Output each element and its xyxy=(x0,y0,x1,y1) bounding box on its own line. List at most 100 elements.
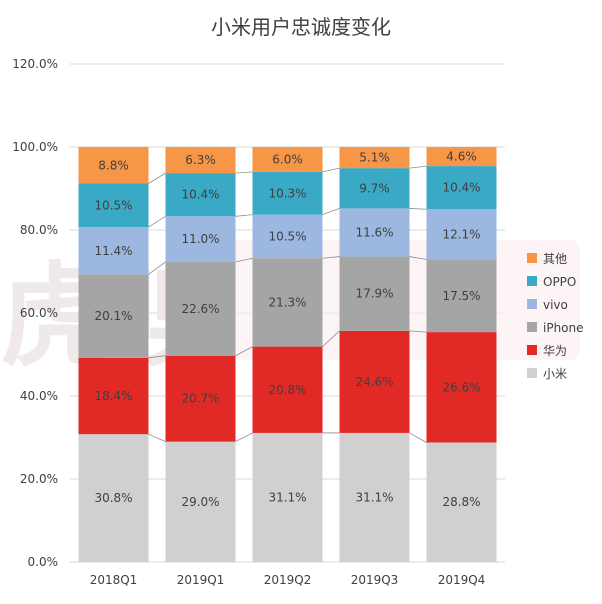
bar-segment xyxy=(426,166,497,210)
data-label: 31.1% xyxy=(355,490,393,504)
bar-segment xyxy=(426,147,497,167)
x-tick-label: 2018Q1 xyxy=(90,573,138,587)
data-labels: 30.8% 18.4% 20.1% 11.4% 10.5% 8.8% 29.0% 20.7% 2… xyxy=(94,150,480,510)
data-label: 11.4% xyxy=(94,244,132,258)
legend-swatch xyxy=(527,368,537,378)
bar-segment xyxy=(339,330,410,433)
connector-line xyxy=(148,355,166,359)
connector-line xyxy=(409,432,427,443)
data-label: 9.7% xyxy=(359,181,390,195)
connector-line xyxy=(148,172,166,184)
connector-line xyxy=(235,257,253,263)
connector-line xyxy=(235,214,253,217)
bar-segment xyxy=(252,171,323,215)
data-label: 11.0% xyxy=(181,232,219,246)
data-label: 30.8% xyxy=(94,491,132,505)
axis-labels: 0.0% 20.0% 40.0% 60.0% 80.0% 100.0% 120.0% 2018… xyxy=(12,57,485,587)
legend-label: iPhone xyxy=(543,321,584,335)
data-label: 4.6% xyxy=(446,150,477,164)
bar-segment xyxy=(165,147,236,174)
bar-segment xyxy=(426,259,497,333)
bar-segment xyxy=(78,147,149,184)
data-label: 10.5% xyxy=(268,229,306,243)
connector-line xyxy=(322,167,340,173)
data-label: 26.6% xyxy=(442,380,480,394)
x-tick-label: 2019Q4 xyxy=(438,573,486,587)
data-label: 28.8% xyxy=(442,495,480,509)
legend-label: 华为 xyxy=(543,344,567,358)
bar-segment xyxy=(339,147,410,169)
bar-segment xyxy=(252,258,323,347)
bar-segment xyxy=(426,442,497,562)
x-tick-label: 2019Q3 xyxy=(351,573,399,587)
data-label: 12.1% xyxy=(442,227,480,241)
y-tick-label: 120.0% xyxy=(12,57,58,71)
bar-segment xyxy=(165,261,236,356)
connector-line xyxy=(409,330,427,333)
bar-segment xyxy=(78,357,149,435)
bar-segment xyxy=(339,208,410,257)
connector-line xyxy=(409,165,427,169)
legend-swatch xyxy=(527,253,537,263)
data-label: 10.4% xyxy=(442,181,480,195)
connector-line xyxy=(409,208,427,210)
data-label: 20.7% xyxy=(181,392,219,406)
bar-segment xyxy=(252,346,323,433)
connector-line xyxy=(322,330,340,347)
data-label: 10.5% xyxy=(94,198,132,212)
connector-line xyxy=(235,346,253,357)
legend-swatch xyxy=(527,299,537,309)
data-label: 6.0% xyxy=(272,152,303,166)
y-tick-label: 0.0% xyxy=(28,555,59,569)
y-tick-label: 100.0% xyxy=(12,140,58,154)
legend-label: 小米 xyxy=(543,367,567,381)
bar-segment xyxy=(426,209,497,260)
connector-line xyxy=(322,256,340,259)
bar-segment xyxy=(78,434,149,562)
data-label: 10.3% xyxy=(268,186,306,200)
data-label: 11.6% xyxy=(355,225,393,239)
connector-line xyxy=(148,433,166,443)
bar-segment xyxy=(165,216,236,262)
data-label: 8.8% xyxy=(98,158,129,172)
data-label: 17.5% xyxy=(442,289,480,303)
connector-line xyxy=(409,256,427,260)
data-label: 5.1% xyxy=(359,151,390,165)
data-label: 18.4% xyxy=(94,389,132,403)
x-tick-label: 2019Q2 xyxy=(264,573,312,587)
legend-label: vivo xyxy=(543,298,568,312)
legend-swatch xyxy=(527,345,537,355)
legend-swatch xyxy=(527,322,537,332)
chart-title: 小米用户忠诚度变化 xyxy=(211,15,391,39)
bar-segment xyxy=(426,332,497,443)
data-label: 29.0% xyxy=(181,495,219,509)
bar-segment xyxy=(78,274,149,358)
data-label: 21.3% xyxy=(268,295,306,309)
bar-segment xyxy=(339,256,410,331)
data-label: 17.9% xyxy=(355,287,393,301)
connector-lines xyxy=(148,165,427,443)
bar-segment xyxy=(252,214,323,259)
bars xyxy=(78,147,497,562)
bar-segment xyxy=(339,168,410,209)
y-tick-label: 20.0% xyxy=(20,472,58,486)
connector-line xyxy=(235,432,253,443)
data-label: 20.8% xyxy=(268,383,306,397)
bar-segment xyxy=(252,432,323,562)
connector-line xyxy=(322,208,340,216)
bar-segment xyxy=(78,183,149,228)
legend-label: OPPO xyxy=(543,275,576,289)
data-label: 10.4% xyxy=(181,188,219,202)
data-label: 20.1% xyxy=(94,309,132,323)
data-label: 6.3% xyxy=(185,153,216,167)
connector-line xyxy=(148,215,166,228)
connector-line xyxy=(148,261,166,275)
connector-line xyxy=(235,171,253,174)
bar-segment xyxy=(78,227,149,275)
legend-swatch xyxy=(527,276,537,286)
data-label: 31.1% xyxy=(268,490,306,504)
y-tick-label: 40.0% xyxy=(20,389,58,403)
